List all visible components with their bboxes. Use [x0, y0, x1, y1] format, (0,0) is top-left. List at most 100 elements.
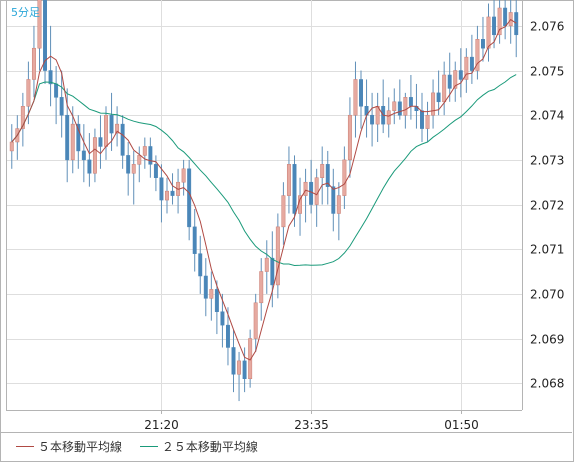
- candle-body: [259, 271, 264, 304]
- candle-body: [153, 164, 158, 178]
- candle-body: [76, 123, 81, 152]
- candle-body: [353, 79, 358, 116]
- candle-body: [458, 70, 463, 80]
- candle-body: [242, 360, 247, 379]
- legend-label-ma5: ５本移動平均線: [38, 440, 123, 454]
- timeframe-label: 5分足: [11, 6, 40, 19]
- candle-body: [148, 146, 153, 165]
- candle-body: [475, 39, 480, 71]
- candle-body: [320, 164, 325, 178]
- candle-body: [425, 114, 430, 129]
- legend-label-ma25: ２５本移動平均線: [161, 440, 258, 454]
- candle-body: [497, 7, 502, 36]
- ma5-swatch: [16, 446, 34, 447]
- y-tick-label: 2.072: [530, 199, 564, 213]
- candle-body: [87, 159, 92, 174]
- candle-body: [54, 83, 59, 98]
- candle-body: [431, 92, 436, 116]
- candle-body: [37, 0, 42, 49]
- candle-body: [281, 195, 286, 228]
- candle-body: [225, 324, 230, 348]
- candle-body: [98, 137, 103, 147]
- y-tick-label: 2.075: [530, 65, 564, 79]
- candle-body: [59, 97, 64, 116]
- candle-body: [31, 47, 36, 80]
- candle-body: [115, 123, 120, 134]
- ma25-line: [11, 74, 517, 267]
- candle-body: [43, 0, 48, 71]
- legend: ５本移動平均線 ２５本移動平均線: [16, 438, 272, 455]
- candle-body: [331, 186, 336, 214]
- candle-body: [486, 16, 491, 49]
- candle-body: [292, 164, 297, 214]
- candle-body: [170, 190, 175, 196]
- candle-body: [492, 16, 497, 36]
- candle-body: [469, 56, 474, 71]
- candle-body: [187, 168, 192, 228]
- candle-body: [109, 114, 114, 134]
- candle-body: [436, 92, 441, 103]
- candle-body: [397, 101, 402, 116]
- candle-body: [9, 141, 14, 152]
- ma25-swatch: [139, 446, 158, 447]
- candle-body: [253, 302, 258, 339]
- candle-body: [20, 106, 25, 129]
- candle-body: [214, 289, 219, 312]
- candle-body: [203, 275, 208, 299]
- y-tick-label: 2.073: [530, 154, 564, 168]
- y-tick-label: 2.076: [530, 20, 564, 34]
- candle-body: [370, 114, 375, 125]
- candle-body: [159, 177, 164, 201]
- candle-body: [392, 101, 397, 111]
- candle-body: [237, 360, 242, 375]
- candle-body: [220, 311, 225, 326]
- y-tick-label: 2.070: [530, 288, 564, 302]
- legend-item-ma5: ５本移動平均線: [16, 438, 122, 455]
- candle-body: [309, 181, 314, 205]
- candles: [9, 0, 519, 402]
- candle-body: [137, 155, 142, 165]
- candle-body: [209, 289, 214, 299]
- candle-body: [131, 164, 136, 174]
- candle-body: [342, 159, 347, 196]
- candle-body: [26, 79, 31, 107]
- candle-body: [181, 168, 186, 183]
- candle-body: [386, 110, 391, 125]
- candle-body: [270, 257, 275, 286]
- candle-body: [165, 190, 169, 201]
- candle-body: [48, 70, 53, 85]
- candle-body: [303, 181, 308, 196]
- grid: [6, 0, 522, 410]
- moving-averages: [11, 18, 517, 361]
- candle-body: [275, 226, 280, 286]
- candle-body: [70, 123, 75, 161]
- y-tick-label: 2.069: [530, 333, 564, 347]
- candle-body: [408, 97, 413, 107]
- y-tick-label: 2.074: [530, 109, 564, 123]
- candle-body: [198, 253, 203, 277]
- candle-body: [120, 123, 125, 156]
- candle-body: [231, 347, 236, 375]
- candle-body: [514, 12, 519, 36]
- legend-item-ma25: ２５本移動平均線: [139, 438, 258, 455]
- candle-body: [286, 164, 291, 196]
- candle-body: [126, 155, 131, 174]
- candle-body: [336, 195, 341, 214]
- candle-body: [65, 114, 70, 161]
- candle-body: [325, 164, 330, 187]
- candle-body: [447, 74, 452, 89]
- candle-body: [142, 146, 147, 156]
- candle-body: [192, 226, 197, 254]
- candle-body: [104, 114, 108, 147]
- x-tick-label: 21:20: [144, 418, 179, 432]
- ma5-line: [11, 18, 517, 361]
- candle-body: [503, 7, 508, 27]
- candle-body: [453, 70, 458, 89]
- candle-body: [442, 74, 447, 103]
- candle-body: [92, 137, 97, 174]
- y-tick-label: 2.068: [530, 377, 564, 391]
- candle-body: [347, 114, 352, 161]
- axes: 2.076 2.075 2.074 2.073 2.072 2.071 2.070 2.069…: [0, 0, 572, 433]
- x-tick-label: 01:50: [444, 418, 479, 432]
